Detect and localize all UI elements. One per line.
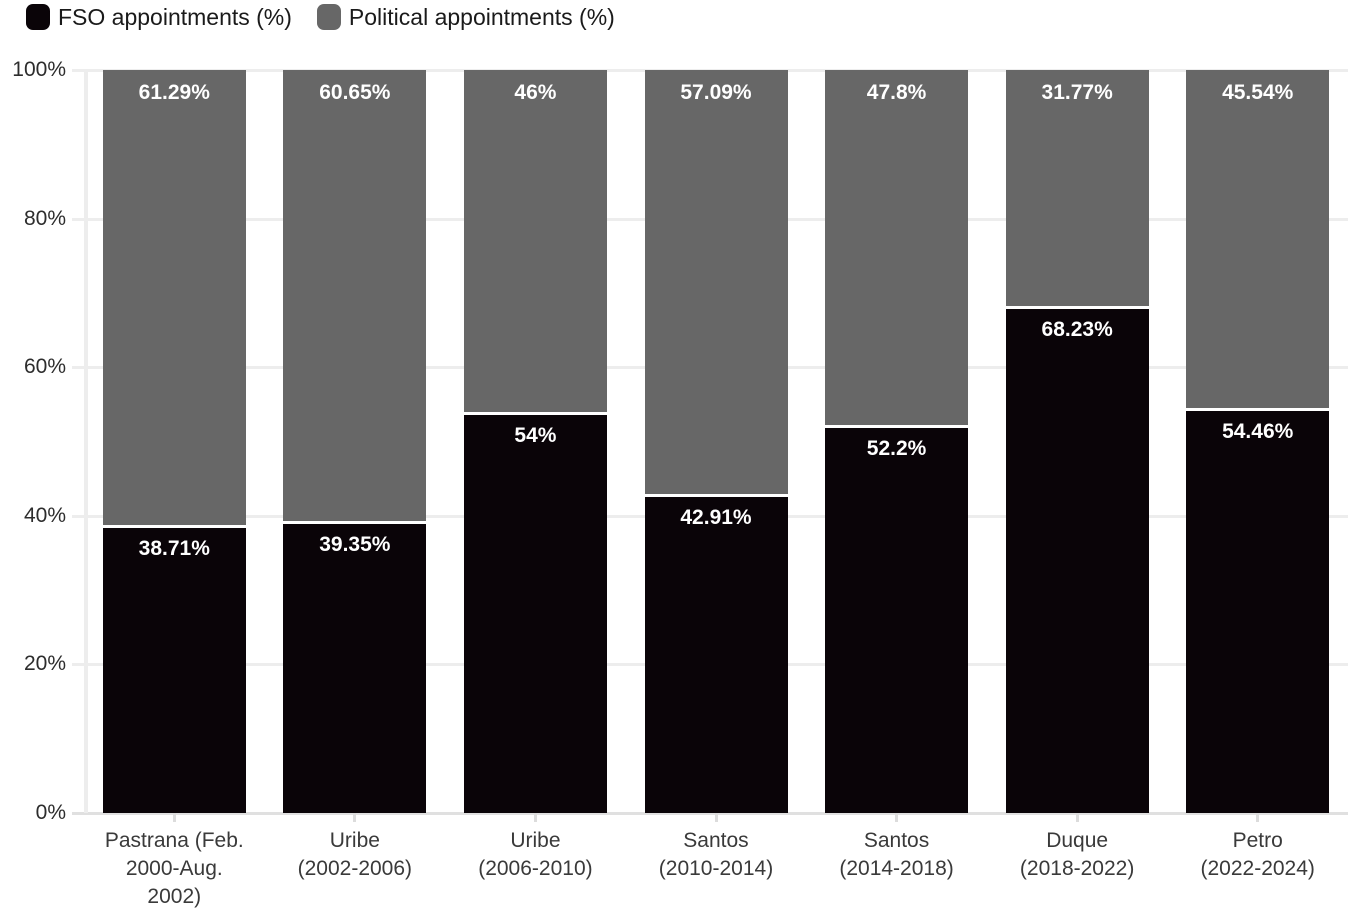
x-axis-label-line: (2006-2010) [478, 857, 593, 880]
y-axis-label-40: 40% [23, 503, 66, 527]
y-axis-label-100: 100% [12, 58, 66, 81]
x-axis-label-line: Santos [683, 829, 749, 852]
bar-segment-political[interactable]: 46% [463, 70, 607, 412]
legend: FSO appointments (%) Political appointme… [26, 2, 615, 32]
bar-value-fso: 38.71% [138, 537, 210, 561]
x-axis-tick-7 [1256, 813, 1260, 822]
x-axis-tick-3 [533, 813, 537, 822]
x-axis-label-6: Duque (2018-2022) [985, 827, 1169, 883]
bar-value-fso: 52.2% [866, 437, 927, 461]
legend-item-fso[interactable]: FSO appointments (%) [26, 4, 292, 31]
bar-segment-fso[interactable]: 38.71% [102, 525, 246, 813]
y-axis-label-80: 80% [23, 206, 66, 230]
legend-label-fso: FSO appointments (%) [58, 3, 292, 30]
x-axis-label-5: Santos (2014-2018) [805, 827, 989, 883]
gridline-0 [72, 812, 1348, 815]
legend-item-political[interactable]: Political appointments (%) [316, 3, 615, 31]
y-axis-label-20: 20% [23, 652, 66, 676]
x-axis-label-line: Uribe [510, 829, 561, 852]
x-axis-label-3: Uribe (2006-2010) [443, 827, 627, 883]
x-axis-label-line: Duque [1046, 829, 1109, 852]
bar-segment-political[interactable]: 57.09% [644, 70, 788, 495]
x-axis-label-1: Pastrana (Feb. 2000-Aug. 2002) [82, 827, 266, 911]
bar-column-5: 47.8% 52.2% [825, 70, 969, 813]
legend-label-political: Political appointments (%) [348, 3, 615, 30]
bar-segment-fso[interactable]: 54% [463, 411, 607, 813]
bar-column-4: 57.09% 42.91% [644, 70, 788, 813]
bar-segment-fso[interactable]: 52.2% [825, 425, 969, 813]
bar-column-3: 46% 54% [463, 70, 607, 813]
x-axis-label-line: 2000-Aug. [125, 857, 223, 880]
bar-column-1: 61.29% 38.71% [102, 70, 246, 813]
x-axis-tick-2 [353, 813, 357, 822]
bar-segment-political[interactable]: 61.29% [102, 70, 246, 526]
bar-segment-fso[interactable]: 68.23% [1005, 306, 1149, 813]
bar-value-fso: 68.23% [1041, 318, 1113, 342]
bar-value-political: 61.29% [138, 81, 210, 104]
bar-segment-fso[interactable]: 42.91% [644, 494, 788, 813]
bar-value-political: 46% [514, 81, 557, 104]
x-axis-tick-4 [714, 813, 718, 822]
bar-value-political: 57.09% [680, 81, 752, 104]
bar-value-political: 47.8% [866, 81, 927, 104]
bar-segment-fso[interactable]: 39.35% [283, 520, 427, 813]
x-axis-label-line: (2022-2024) [1200, 857, 1315, 880]
x-axis-label-4: Santos (2010-2014) [624, 827, 808, 883]
bar-value-fso: 42.91% [680, 506, 752, 530]
x-axis-label-line: (2010-2014) [658, 857, 774, 880]
bar-value-political: 31.77% [1041, 81, 1113, 104]
bar-value-political: 60.65% [319, 81, 391, 104]
x-axis-label-2: Uribe (2002-2006) [263, 827, 447, 883]
bar-value-fso: 54% [514, 423, 557, 447]
x-axis-tick-6 [1075, 813, 1079, 822]
x-axis-label-7: Petro (2022-2024) [1166, 827, 1350, 883]
x-axis-label-line: 2002) [147, 885, 202, 908]
x-axis-label-line: (2002-2006) [297, 857, 413, 880]
legend-swatch-fso-icon [26, 4, 50, 30]
x-axis-label-line: Pastrana (Feb. [104, 829, 244, 852]
y-axis-label-60: 60% [23, 355, 66, 379]
bar-column-7: 45.54% 54.46% [1186, 70, 1330, 813]
bar-segment-political[interactable]: 47.8% [825, 70, 969, 426]
bar-value-fso: 39.35% [319, 532, 391, 556]
x-axis-label-line: (2014-2018) [839, 857, 954, 880]
bar-value-fso: 54.46% [1222, 420, 1294, 444]
x-axis-label-line: Santos [863, 829, 930, 852]
y-axis-line [84, 70, 88, 813]
bar-segment-political[interactable]: 45.54% [1186, 70, 1330, 409]
bar-column-6: 31.77% 68.23% [1005, 70, 1149, 813]
x-axis-label-line: Uribe [329, 829, 380, 852]
x-axis-tick-1 [172, 813, 176, 822]
bar-segment-political[interactable]: 60.65% [283, 70, 427, 521]
x-axis-label-line: Petro [1232, 829, 1283, 852]
bar-column-2: 60.65% 39.35% [283, 70, 427, 813]
bar-value-political: 45.54% [1222, 81, 1294, 104]
x-axis-label-line: (2018-2022) [1019, 857, 1135, 880]
bar-segment-fso[interactable]: 54.46% [1186, 408, 1330, 813]
x-axis-tick-5 [895, 813, 899, 822]
bar-segment-political[interactable]: 31.77% [1005, 70, 1149, 307]
y-axis-label-0: 0% [35, 801, 66, 824]
legend-swatch-political-icon [316, 4, 341, 30]
